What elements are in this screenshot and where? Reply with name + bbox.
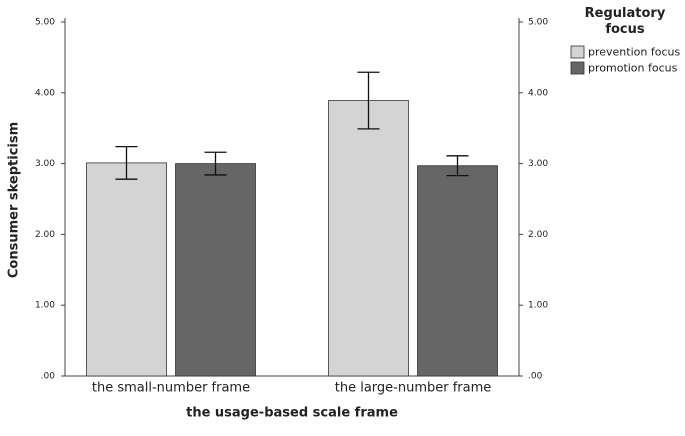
y2-tick-label: 3.00 [528, 159, 548, 169]
y2-tick-label: 2.00 [528, 230, 548, 240]
y-tick-label: 4.00 [35, 88, 55, 98]
legend-label: prevention focus [588, 46, 680, 59]
y-tick-label: 5.00 [35, 18, 55, 28]
y-tick-label: 1.00 [35, 301, 55, 311]
legend-label: promotion focus [588, 62, 678, 75]
y-tick-label: 2.00 [35, 230, 55, 240]
error-bar [357, 71, 380, 130]
x-tick-label: the small-number frame [92, 381, 250, 396]
legend-title-box: Regulatory focus [584, 6, 666, 37]
y2-tick-label: 5.00 [528, 18, 548, 28]
x-axis-title: the usage-based scale frame [186, 406, 398, 421]
y2-tick-label: 1.00 [528, 301, 548, 311]
error-bar [446, 155, 469, 177]
bar [328, 100, 409, 377]
y2-tick-label: 4.00 [528, 88, 548, 98]
bar [86, 162, 167, 377]
bar [417, 165, 498, 377]
legend-swatch [570, 61, 585, 75]
legend-title: Regulatory focus [584, 6, 666, 37]
y-axis-title: Consumer skepticism [7, 122, 22, 278]
error-bar [204, 151, 227, 176]
legend-swatch [570, 45, 585, 59]
error-bar [115, 145, 138, 180]
x-tick-label: the large-number frame [335, 381, 492, 396]
y2-tick-label: .00 [528, 372, 543, 382]
y-tick-label: 3.00 [35, 159, 55, 169]
y-tick-label: .00 [41, 372, 56, 382]
bar [175, 163, 256, 377]
